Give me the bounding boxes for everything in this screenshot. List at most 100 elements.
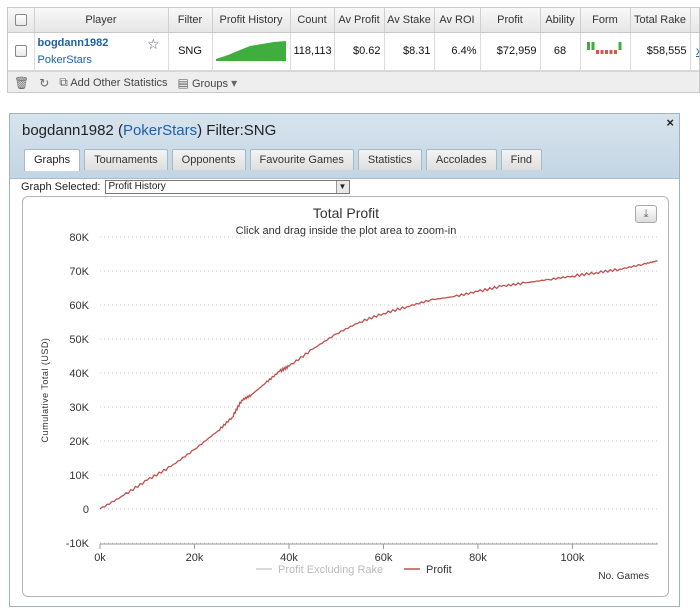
col-header-profit[interactable]: Profit bbox=[480, 8, 541, 33]
form-bar bbox=[614, 49, 617, 54]
select-all-cell[interactable] bbox=[8, 8, 35, 33]
panel-title-filter: ) Filter:SNG bbox=[197, 122, 277, 139]
tab-statistics[interactable]: Statistics bbox=[357, 149, 422, 170]
row-checkbox[interactable] bbox=[14, 45, 27, 58]
x-tick-label: 20k bbox=[186, 552, 204, 564]
tab-accolades[interactable]: Accolades bbox=[425, 149, 497, 170]
form-bar bbox=[587, 41, 590, 50]
form-chart bbox=[587, 41, 622, 54]
y-tick-label: 0 bbox=[83, 504, 89, 516]
profit-history-cell[interactable] bbox=[212, 32, 291, 71]
trash-icon[interactable]: 🗑 bbox=[14, 75, 30, 90]
col-header-av-stake[interactable]: Av Stake bbox=[384, 8, 435, 33]
player-site-link[interactable]: PokerStars bbox=[37, 53, 92, 66]
col-header-total-rake[interactable]: Total Rake bbox=[630, 8, 691, 33]
y-tick-label: -10K bbox=[66, 538, 90, 550]
x-axis-label: No. Games bbox=[598, 571, 649, 582]
row-select-cell[interactable] bbox=[8, 32, 35, 71]
av-profit-cell: $0.62 bbox=[334, 32, 385, 71]
col-header-player[interactable]: Player bbox=[34, 8, 169, 33]
stats-table: Player Filter Profit History Count Av Pr… bbox=[8, 8, 699, 71]
graph-select-value: Profit History bbox=[108, 181, 166, 192]
col-header-av-profit[interactable]: Av Profit bbox=[334, 8, 385, 33]
panel-tabs: Graphs Tournaments Opponents Favourite G… bbox=[24, 149, 543, 171]
col-header-filter[interactable]: Filter bbox=[168, 8, 213, 33]
graph-selected-label: Graph Selected: bbox=[21, 181, 101, 193]
profit-chart[interactable]: Total Profit Click and drag inside the pl… bbox=[23, 197, 670, 598]
x-tick-label: 60k bbox=[375, 552, 393, 564]
col-header-count[interactable]: Count bbox=[290, 8, 335, 33]
profit-history-sparkline[interactable] bbox=[216, 39, 286, 61]
y-tick-label: 70K bbox=[69, 266, 89, 278]
y-tick-label: 20K bbox=[69, 436, 89, 448]
x-tick-label: 0k bbox=[94, 552, 106, 564]
y-tick-label: 60K bbox=[69, 300, 89, 312]
total-rake-cell: $58,555 bbox=[630, 32, 691, 71]
profit-cell: $72,959 bbox=[480, 32, 541, 71]
select-all-checkbox[interactable] bbox=[14, 13, 27, 26]
y-tick-label: 30K bbox=[69, 402, 89, 414]
form-bar bbox=[591, 41, 595, 50]
form-bar bbox=[605, 49, 608, 54]
col-header-spacer bbox=[690, 8, 699, 33]
profit-series-line[interactable] bbox=[99, 260, 658, 510]
form-bar bbox=[609, 49, 613, 54]
download-icon[interactable]: ⤓ bbox=[635, 205, 657, 223]
chart-title: Total Profit bbox=[313, 205, 379, 221]
legend-item-profit[interactable]: Profit bbox=[426, 564, 452, 576]
form-bar bbox=[600, 49, 604, 54]
add-other-statistics-button[interactable]: ⧉ Add Other Statistics bbox=[59, 75, 167, 90]
groups-icon: ▤ bbox=[177, 75, 189, 90]
remove-row-link[interactable]: x bbox=[696, 44, 699, 58]
y-tick-label: 50K bbox=[69, 334, 89, 346]
form-bar bbox=[618, 41, 622, 50]
tab-favourite-games[interactable]: Favourite Games bbox=[249, 149, 354, 170]
col-header-profit-history[interactable]: Profit History bbox=[212, 8, 291, 33]
tab-tournaments[interactable]: Tournaments bbox=[84, 149, 168, 170]
panel-title: bogdann1982 (PokerStars) Filter:SNG bbox=[22, 122, 276, 139]
x-tick-label: 80k bbox=[469, 552, 487, 564]
table-row: bogdann1982 PokerStars ☆ SNG 118,113 $0.… bbox=[8, 32, 699, 71]
panel-title-open-paren: ( bbox=[117, 122, 123, 139]
panel-header: bogdann1982 (PokerStars) Filter:SNG × Gr… bbox=[10, 114, 679, 179]
chart-container[interactable]: Total Profit Click and drag inside the pl… bbox=[22, 196, 669, 597]
refresh-icon[interactable]: ↻ bbox=[39, 75, 50, 90]
x-tick-label: 100k bbox=[560, 552, 584, 564]
panel-title-player: bogdann1982 bbox=[22, 122, 114, 139]
add-stats-icon: ⧉ bbox=[59, 75, 68, 89]
tab-opponents[interactable]: Opponents bbox=[171, 149, 246, 170]
col-header-form[interactable]: Form bbox=[580, 8, 631, 33]
legend-item-profit-excluding-rake[interactable]: Profit Excluding Rake bbox=[278, 564, 383, 576]
favourite-star-icon[interactable]: ☆ bbox=[146, 35, 160, 52]
y-tick-label: 10K bbox=[69, 470, 89, 482]
remove-row-cell[interactable]: x bbox=[690, 32, 699, 71]
y-tick-label: 40K bbox=[69, 368, 89, 380]
chart-subtitle: Click and drag inside the plot area to z… bbox=[236, 225, 457, 237]
av-stake-cell: $8.31 bbox=[384, 32, 435, 71]
groups-label: Groups bbox=[191, 77, 229, 90]
player-cell: bogdann1982 PokerStars ☆ bbox=[34, 32, 169, 71]
tab-find[interactable]: Find bbox=[500, 149, 543, 170]
player-name-link[interactable]: bogdann1982 bbox=[37, 36, 109, 49]
filter-cell: SNG bbox=[168, 32, 213, 71]
ability-cell: 68 bbox=[540, 32, 581, 71]
count-cell: 118,113 bbox=[290, 32, 335, 71]
form-bar bbox=[596, 49, 599, 54]
groups-dropdown[interactable]: ▤ Groups ▾ bbox=[178, 76, 238, 90]
col-header-av-roi[interactable]: Av ROI bbox=[434, 8, 481, 33]
tab-graphs[interactable]: Graphs bbox=[24, 149, 81, 171]
col-header-ability[interactable]: Ability bbox=[540, 8, 581, 33]
chevron-down-icon: ▾ bbox=[231, 75, 238, 90]
x-tick-label: 40k bbox=[280, 552, 298, 564]
close-icon[interactable]: × bbox=[666, 115, 674, 130]
graph-selector: Graph Selected: Profit History ▼ bbox=[21, 180, 350, 194]
panel-title-site-link[interactable]: PokerStars bbox=[122, 122, 198, 139]
form-cell bbox=[580, 32, 631, 71]
chevron-down-icon[interactable]: ▼ bbox=[335, 181, 349, 193]
table-toolbar: 🗑 ↻ ⧉ Add Other Statistics ▤ Groups ▾ bbox=[8, 71, 699, 92]
y-axis-label: Cumulative Total (USD) bbox=[40, 338, 50, 443]
y-tick-label: 80K bbox=[69, 232, 89, 244]
stats-table-panel: Player Filter Profit History Count Av Pr… bbox=[7, 7, 700, 93]
graph-select-dropdown[interactable]: Profit History ▼ bbox=[104, 180, 350, 194]
player-panel: bogdann1982 (PokerStars) Filter:SNG × Gr… bbox=[9, 113, 680, 607]
